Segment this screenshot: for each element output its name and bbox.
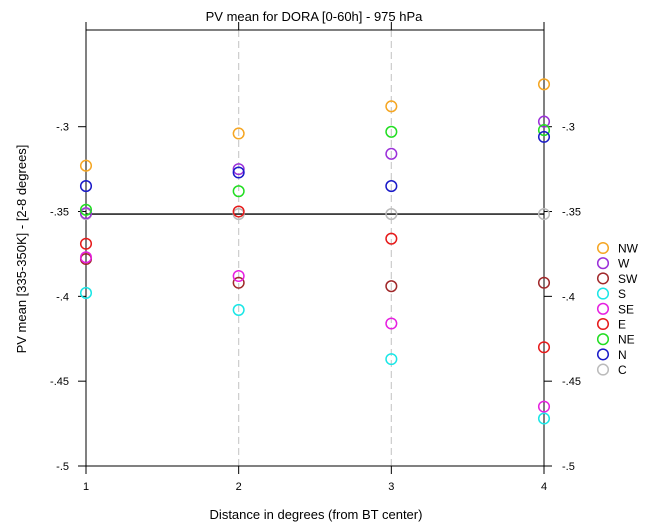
point-n-1: [79, 180, 93, 193]
x-tick-label: 2: [236, 481, 242, 493]
y-tick-label-left: -.35: [50, 207, 69, 219]
point-e-2: [232, 205, 245, 218]
x-tick-label: 1: [83, 481, 89, 493]
point-ne-4: [537, 124, 551, 137]
legend-label-sw: SW: [618, 272, 638, 286]
y-tick-label-right: -.45: [562, 376, 581, 388]
y-tick-label-right: -.3: [562, 122, 575, 134]
point-nw-3: [385, 100, 398, 113]
plot-border: [85, 29, 545, 467]
x-axis-label: Distance in degrees (from BT center): [210, 507, 423, 522]
legend-marker-se: [596, 302, 610, 315]
legend-marker-c: [596, 363, 610, 376]
y-tick-label-right: -.5: [562, 461, 575, 473]
legend-marker-sw: [596, 272, 610, 285]
y-tick-label-left: -.4: [56, 291, 69, 303]
legend-label-ne: NE: [618, 333, 635, 347]
point-w-1: [79, 207, 93, 220]
legend-marker-w: [596, 257, 610, 270]
point-sw-3: [385, 280, 398, 293]
point-ne-1: [79, 203, 93, 216]
point-ne-2: [232, 185, 245, 198]
point-w-3: [385, 147, 398, 160]
x-tick-label: 4: [541, 481, 547, 493]
point-sw-2: [232, 276, 245, 289]
plot-frame: [85, 29, 545, 467]
y-tick-label-right: -.35: [562, 207, 581, 219]
legend-label-se: SE: [618, 302, 634, 316]
gridlines: [238, 30, 392, 466]
legend-marker-n: [596, 348, 610, 361]
y-tick-label-left: -.45: [50, 376, 69, 388]
y-tick-label-right: -.4: [562, 291, 575, 303]
point-se-2: [232, 269, 245, 283]
point-s-3: [385, 353, 398, 366]
chart-title: PV mean for DORA [0-60h] - 975 hPa: [206, 9, 424, 24]
point-e-1: [79, 237, 93, 250]
point-nw-1: [79, 159, 93, 172]
y-axis-label: PV mean [335-350K] - [2-8 degrees]: [14, 145, 29, 354]
data-points: [79, 78, 551, 425]
y-tick-label-left: -.5: [56, 461, 69, 473]
legend-label-s: S: [618, 287, 626, 301]
point-w-4: [537, 115, 551, 128]
point-s-2: [232, 303, 245, 316]
axis-ticks: 1 2 3 4 -.5 -.5 -.45 -.45 -.4 -.4 -.35 -.35 -.3 -.3: [50, 22, 581, 493]
point-sw-4: [537, 276, 551, 289]
point-e-4: [537, 341, 551, 354]
point-w-2: [232, 163, 245, 176]
legend-marker-e: [596, 317, 610, 331]
point-nw-4: [537, 78, 551, 91]
legend-marker-ne: [596, 333, 610, 346]
legend-label-e: E: [618, 318, 626, 332]
point-c-4: [537, 208, 551, 221]
legend-label-nw: NW: [618, 242, 639, 256]
point-se-4: [537, 400, 551, 413]
point-se-3: [385, 317, 398, 330]
point-e-3: [385, 232, 398, 245]
y-tick-label-left: -.3: [56, 122, 69, 134]
point-nw-2: [232, 127, 245, 140]
point-se-1: [79, 251, 93, 264]
legend-marker-nw: [596, 241, 610, 255]
legend-label-c: C: [618, 363, 627, 377]
legend-label-n: N: [618, 348, 627, 362]
point-n-4: [537, 130, 551, 143]
point-n-2: [232, 166, 245, 179]
point-s-1: [79, 286, 93, 300]
point-c-3: [385, 208, 398, 221]
point-ne-3: [385, 125, 398, 138]
x-tick-label: 3: [388, 481, 394, 493]
point-n-3: [385, 180, 398, 193]
legend-label-w: W: [618, 257, 630, 271]
point-s-4: [537, 412, 551, 425]
legend-marker-s: [596, 287, 610, 300]
